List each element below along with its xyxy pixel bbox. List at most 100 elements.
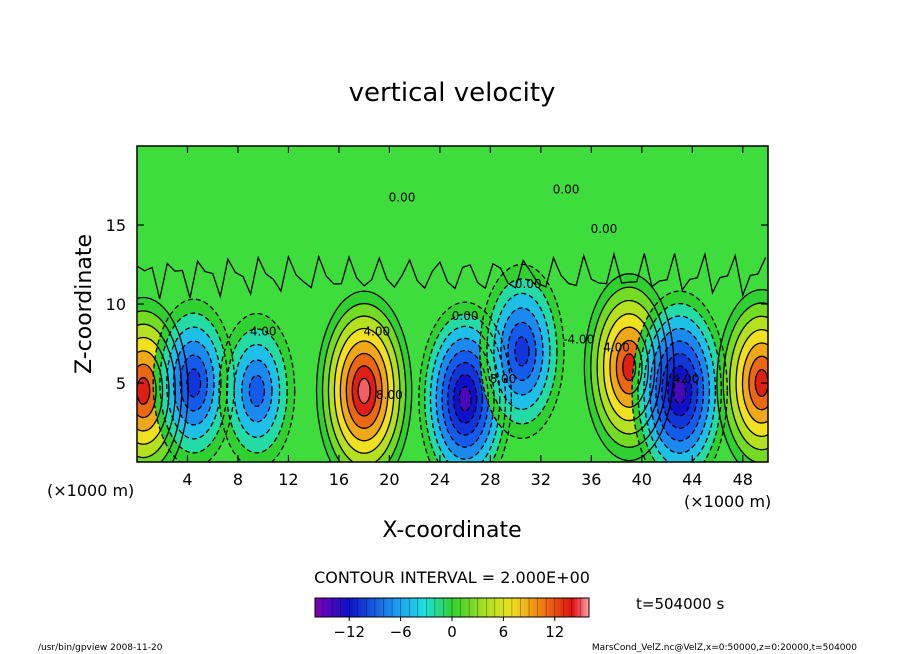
contour-line xyxy=(661,352,699,429)
contour-label: 0.00 xyxy=(591,222,618,236)
chart-title: vertical velocity xyxy=(349,78,556,108)
contour-label: 8.00 xyxy=(376,388,403,402)
contour-line xyxy=(226,328,288,454)
contour-line xyxy=(152,298,236,462)
contour-line xyxy=(452,373,478,424)
contour-line xyxy=(716,288,768,462)
cell-band xyxy=(358,378,371,404)
contour-line xyxy=(166,326,222,440)
cell-band xyxy=(622,353,636,381)
contour-line xyxy=(241,359,273,423)
contour-line xyxy=(321,302,407,462)
contour-label: 0.00 xyxy=(389,190,416,204)
y-tick-label: 5 xyxy=(116,374,126,393)
contour-line xyxy=(486,278,558,425)
contour-label: 0.00 xyxy=(515,277,542,291)
contour-label: 4.00 xyxy=(673,372,700,386)
contour-line xyxy=(179,354,208,412)
x-axis-unit-right: (×1000 m) xyxy=(684,492,771,511)
contour-line xyxy=(345,352,383,429)
contour-line xyxy=(507,321,537,382)
contour-line xyxy=(137,376,151,405)
contour-line xyxy=(596,299,662,435)
contour-line xyxy=(493,292,551,411)
colorbar-tick-label: −12 xyxy=(333,623,365,641)
cell-band xyxy=(514,336,529,366)
contour-lines xyxy=(137,251,768,462)
contour-line xyxy=(159,312,229,454)
contour-line xyxy=(418,301,512,462)
contour-line xyxy=(602,313,656,422)
colorbar-segments xyxy=(323,598,581,617)
contour-line xyxy=(631,290,728,462)
contour-line xyxy=(748,355,768,411)
x-tick-label: 36 xyxy=(581,470,601,489)
x-tick-label: 28 xyxy=(480,470,500,489)
contour-line xyxy=(643,315,716,462)
footer-right: MarsCond_VelZ.nc@VelZ,x=0:50000,z=0:2000… xyxy=(592,643,857,653)
colorbar-tick-label: 12 xyxy=(545,623,564,641)
plot-area: 0.00 0.00 0.00 0.00 0.00 4.00 4.00 4.00 8.00 8.00… xyxy=(137,146,768,462)
y-axis: 5 10 15 xyxy=(106,216,768,393)
contour-line xyxy=(514,336,530,367)
contour-line xyxy=(622,353,637,382)
x-tick-label: 12 xyxy=(278,470,298,489)
x-tick-label: 40 xyxy=(632,470,652,489)
contour-label: 0.00 xyxy=(452,309,479,323)
contour-line xyxy=(339,340,389,442)
contour-line xyxy=(754,369,768,397)
contour-label: 0.00 xyxy=(553,182,580,196)
cell-band xyxy=(249,375,265,407)
cell-band xyxy=(137,377,150,405)
x-tick-label: 32 xyxy=(531,470,551,489)
contour-line xyxy=(248,374,266,408)
contour-line xyxy=(447,361,484,436)
contour-line xyxy=(735,328,768,438)
contour-line xyxy=(137,310,183,462)
colorbar-tick-label: 0 xyxy=(447,623,457,641)
contour-line xyxy=(327,315,401,462)
contour-line xyxy=(722,302,768,462)
contour-label: 4.00 xyxy=(250,325,277,339)
cell-band xyxy=(673,378,686,404)
colorbar: −12 −6 0 6 12 xyxy=(314,597,590,641)
y-tick-label: 15 xyxy=(106,216,126,235)
x-axis: 4 8 12 16 20 24 28 32 36 40 44 48 xyxy=(182,146,753,489)
contour-line xyxy=(186,368,202,398)
x-axis-unit-left: (×1000 m) xyxy=(47,481,134,500)
contour-line xyxy=(741,342,768,424)
time-label: t=504000 s xyxy=(636,595,724,613)
x-tick-label: 48 xyxy=(733,470,753,489)
contour-line xyxy=(673,377,687,405)
x-tick-label: 16 xyxy=(329,470,349,489)
contour-line xyxy=(137,323,176,459)
x-tick-label: 44 xyxy=(682,470,702,489)
contour-line xyxy=(609,326,650,408)
zero-contour xyxy=(137,251,767,300)
contour-line xyxy=(137,363,157,419)
x-axis-label: X-coordinate xyxy=(382,518,521,543)
contour-interval-text: CONTOUR INTERVAL = 2.000E+00 xyxy=(314,568,590,587)
y-tick-label: 10 xyxy=(106,295,126,314)
contour-line xyxy=(637,302,722,462)
contour-line xyxy=(729,315,768,451)
colorbar-ticks: −12 −6 0 6 12 xyxy=(333,617,564,641)
contour-label: -4.00 xyxy=(563,333,594,347)
contour-line xyxy=(583,273,675,462)
colorbar-tick-label: −6 xyxy=(390,623,412,641)
contour-line xyxy=(357,377,371,405)
contour-label: 4.00 xyxy=(603,340,630,354)
x-tick-label: 8 xyxy=(233,470,243,489)
cell-band xyxy=(187,369,201,397)
contour-line xyxy=(615,339,643,395)
contour-line xyxy=(429,325,501,462)
contour-labels: 0.00 0.00 0.00 0.00 0.00 4.00 4.00 4.00 8.00 8.00… xyxy=(250,182,699,401)
contour-line xyxy=(590,286,669,448)
cell-7 xyxy=(632,291,728,462)
contour-line xyxy=(233,343,281,438)
y-axis-label: Z-coordinate xyxy=(72,234,97,374)
contour-line xyxy=(667,365,693,417)
contour-label: 4.00 xyxy=(363,325,390,339)
cell-5 xyxy=(479,264,564,439)
contour-line xyxy=(172,340,215,426)
